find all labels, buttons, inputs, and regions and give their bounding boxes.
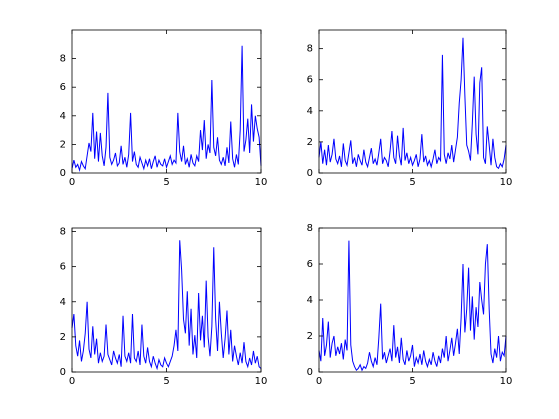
data-line: [71, 240, 262, 371]
y-tick-label: 0: [60, 367, 66, 378]
x-tick-label: 0: [316, 177, 322, 188]
x-tick-label: 10: [255, 177, 268, 188]
y-tick-label: 6: [60, 82, 66, 93]
y-tick-label: 8: [307, 44, 313, 55]
y-tick-label: 2: [60, 139, 66, 150]
y-tick-label: 0: [60, 168, 66, 179]
y-tick-label: 6: [307, 259, 313, 270]
data-line: [318, 37, 507, 170]
y-tick-label: 6: [307, 75, 313, 86]
x-tick-label: 5: [409, 177, 415, 188]
axes-background: [72, 228, 261, 372]
y-tick-label: 4: [60, 297, 66, 308]
x-tick-label: 5: [163, 376, 169, 387]
y-tick-label: 8: [60, 227, 66, 238]
data-line: [71, 45, 262, 173]
y-tick-label: 6: [60, 262, 66, 273]
x-tick-label: 0: [69, 376, 75, 387]
x-tick-label: 10: [255, 376, 268, 387]
y-tick-label: 2: [60, 332, 66, 343]
y-tick-label: 2: [307, 137, 313, 148]
y-tick-label: 4: [307, 295, 313, 306]
y-tick-label: 0: [307, 168, 313, 179]
x-tick-label: 10: [500, 376, 513, 387]
x-tick-label: 0: [316, 376, 322, 387]
y-tick-label: 8: [60, 54, 66, 65]
y-tick-label: 8: [307, 223, 313, 234]
data-line: [318, 240, 507, 372]
y-tick-label: 2: [307, 331, 313, 342]
x-tick-label: 10: [500, 177, 513, 188]
x-tick-label: 5: [163, 177, 169, 188]
y-tick-label: 0: [307, 367, 313, 378]
y-tick-label: 4: [307, 106, 313, 117]
x-tick-label: 5: [409, 376, 415, 387]
y-tick-label: 4: [60, 111, 66, 122]
x-tick-label: 0: [69, 177, 75, 188]
